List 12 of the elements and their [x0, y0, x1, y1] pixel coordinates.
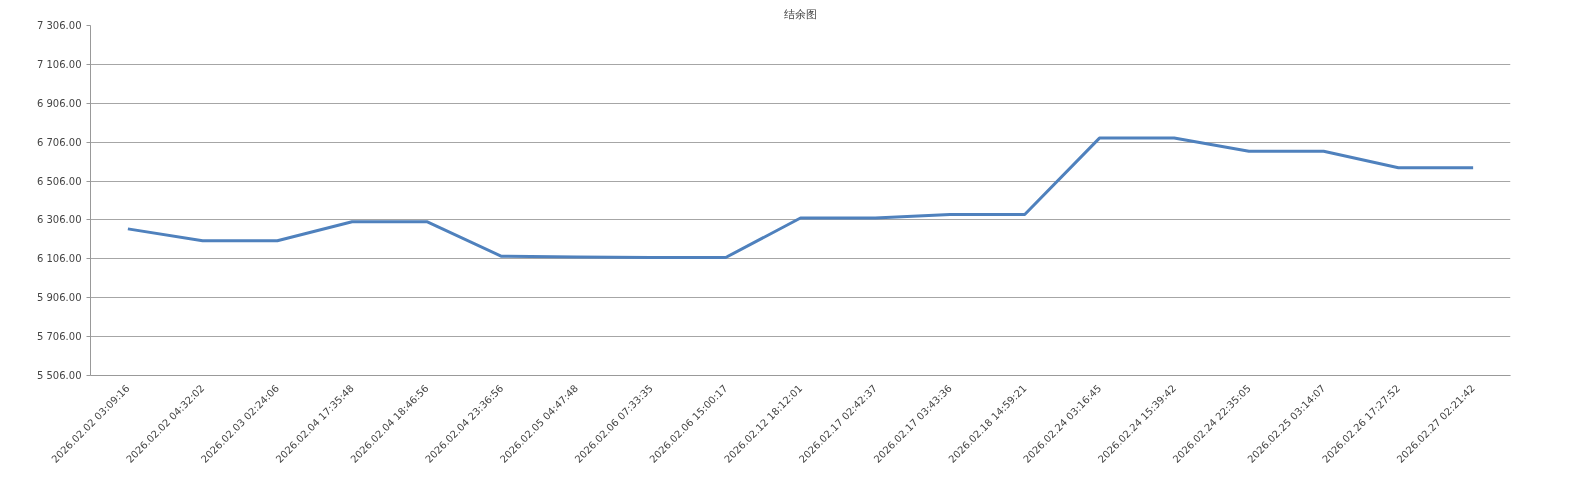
line-series [126, 136, 1475, 259]
y-tick-label: 5 506.00 [36, 370, 82, 381]
y-tick-label: 6 106.00 [36, 253, 82, 265]
y-tick-label: 5 706.00 [36, 331, 82, 343]
y-tick-label: 6 506.00 [36, 175, 82, 187]
y-tick-label: 6 706.00 [36, 136, 82, 148]
y-tick-label: 7 306.00 [36, 20, 82, 31]
y-tick-label: 7 106.00 [36, 58, 82, 70]
y-tick-label: 5 906.00 [36, 292, 82, 304]
chart-title: 结余图 [784, 7, 817, 21]
y-tick-label: 6 306.00 [36, 214, 82, 226]
y-tick-label: 6 906.00 [36, 97, 82, 109]
